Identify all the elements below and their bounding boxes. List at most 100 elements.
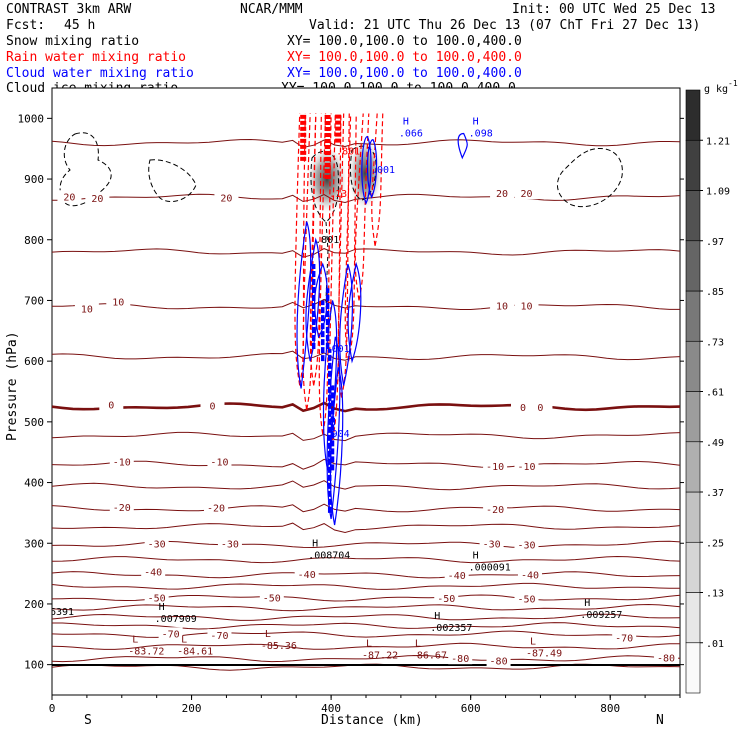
- temperature-label: -80: [657, 654, 675, 665]
- temperature-label-bg: [490, 299, 515, 312]
- maximum-value: .801: [315, 235, 339, 246]
- temperature-label-bg: [207, 455, 232, 468]
- maximum-letter: H: [330, 417, 336, 428]
- legend: Snow mixing ratio XY= 100.0,100.0 to 100…: [6, 34, 522, 96]
- temperature-label-bg: [514, 299, 539, 312]
- x-tick-label: 400: [321, 702, 341, 715]
- legend-snow-xy: XY= 100.0,100.0 to 100.0,400.0: [287, 34, 522, 49]
- temperature-label: 10: [496, 302, 508, 313]
- temperature-label: -50: [263, 593, 281, 604]
- y-tick-label: 500: [24, 416, 44, 429]
- colorbar-label: .13: [706, 589, 724, 600]
- maximum-value: .801: [336, 147, 360, 158]
- minima-labels: L-83.72L-84.61L-85.36 L-87.22L-86.67L-87.…: [128, 629, 562, 662]
- rain-contour: [337, 113, 350, 398]
- temperature-label: 10: [520, 302, 532, 313]
- minimum-letter: L: [181, 634, 187, 645]
- isotherm--60: [52, 613, 680, 621]
- colorbar-unit: g kg: [704, 84, 728, 95]
- cloud-contour: [305, 237, 321, 362]
- isotherm--80: [52, 654, 680, 663]
- temperature-label: -30: [483, 539, 501, 550]
- temperature-label: -50: [148, 593, 166, 604]
- cloud-contour-small: [366, 138, 378, 199]
- temperature-label-bg: [486, 654, 511, 667]
- temperature-label: -20: [207, 504, 225, 515]
- temperature-label-bg: [479, 537, 504, 550]
- x-tick-label: 0: [49, 702, 56, 715]
- temperature-label-bg: [109, 455, 134, 468]
- maximum-value: .009257: [580, 610, 622, 621]
- colorbar-cell: [685, 642, 701, 694]
- temperature-label-bg: [85, 192, 110, 205]
- colorbar-unit-exponent: -1: [728, 79, 738, 88]
- minimum-letter: L: [415, 639, 421, 650]
- maximum-letter: H: [434, 611, 440, 622]
- minimum-letter: L: [265, 629, 271, 640]
- temperature-label-bg: [448, 652, 473, 665]
- x-end-label-left: S: [84, 713, 92, 728]
- maximum-value: .008704: [308, 550, 350, 561]
- maximum-value: .001: [371, 165, 395, 176]
- colorbar-label: 1.09: [706, 187, 730, 198]
- rain-contour: [318, 113, 332, 435]
- isotherm--25: [52, 522, 680, 534]
- temperature-label-bg: [214, 191, 239, 204]
- temperature-label: 20: [496, 189, 508, 200]
- rain-contour: [309, 113, 322, 386]
- isotherm-10: [52, 298, 680, 310]
- temperature-label-bg: [57, 190, 82, 203]
- minimum-value: -83.72: [128, 646, 164, 657]
- temperature-label: 10: [112, 297, 124, 308]
- rain-contours: [294, 113, 384, 441]
- colorbar-cell: [685, 190, 701, 242]
- colorbar-label: .61: [706, 388, 724, 399]
- temperature-label: 20: [63, 192, 75, 203]
- maximum-value: .001: [326, 344, 350, 355]
- legend-cloud-label: Cloud water mixing ratio: [6, 66, 194, 81]
- temperature-label-bg: [483, 502, 508, 515]
- temperature-label-bg: [203, 501, 228, 514]
- temperature-label-bg: [514, 592, 539, 605]
- colorbar-cell: [685, 89, 701, 141]
- maximum-value: .000091: [469, 563, 511, 574]
- isotherm--15: [52, 480, 680, 491]
- colorbar-cell: [685, 391, 701, 443]
- maximum-letter: H: [312, 538, 318, 549]
- isotherm-25: [52, 138, 680, 149]
- temperature-label-bg: [109, 501, 134, 514]
- isotherm--65: [52, 622, 680, 630]
- cloud-water-contours: [296, 132, 468, 526]
- temperature-label: -50: [517, 595, 535, 606]
- temperature-label: -10: [517, 462, 535, 473]
- y-tick-label: 400: [24, 477, 44, 490]
- colorbar-cell: [685, 139, 701, 191]
- temperature-label-bg: [207, 629, 232, 642]
- init-time: Init: 00 UTC Wed 25 Dec 13: [512, 2, 716, 17]
- temperature-label-bg: [144, 537, 169, 550]
- colorbar-cell: [685, 592, 701, 644]
- minimum-value: -87.49: [526, 649, 562, 660]
- temperature-label: -40: [521, 570, 539, 581]
- y-tick-label: 300: [24, 537, 44, 550]
- colorbar-label: .73: [706, 337, 724, 348]
- y-tick-label: 1000: [18, 112, 45, 125]
- x-end-label-right: N: [656, 713, 664, 728]
- minimum-letter: L: [366, 639, 372, 650]
- isotherm--75: [52, 642, 680, 650]
- temperature-label-bg: [514, 187, 539, 200]
- cloud-contour: [314, 262, 328, 339]
- temperature-label: 0: [108, 400, 114, 411]
- y-tick-label: 100: [24, 659, 44, 672]
- colorbar-cell: [685, 340, 701, 392]
- temperature-label: -20: [113, 503, 131, 514]
- maximum-value: .098: [469, 129, 493, 140]
- colorbar: g kg -1 .01 .13 .25 .37 .49 .61 .73 .85 .97 1.09 1…: [685, 79, 738, 694]
- rain-contour: [344, 113, 357, 362]
- maximum-value: 6391: [50, 607, 74, 618]
- x-tick-label: 600: [461, 702, 481, 715]
- x-axis: 0 200 400 600 800: [49, 695, 681, 715]
- temperature-label: -80: [451, 654, 469, 665]
- y-tick-label: 900: [24, 173, 44, 186]
